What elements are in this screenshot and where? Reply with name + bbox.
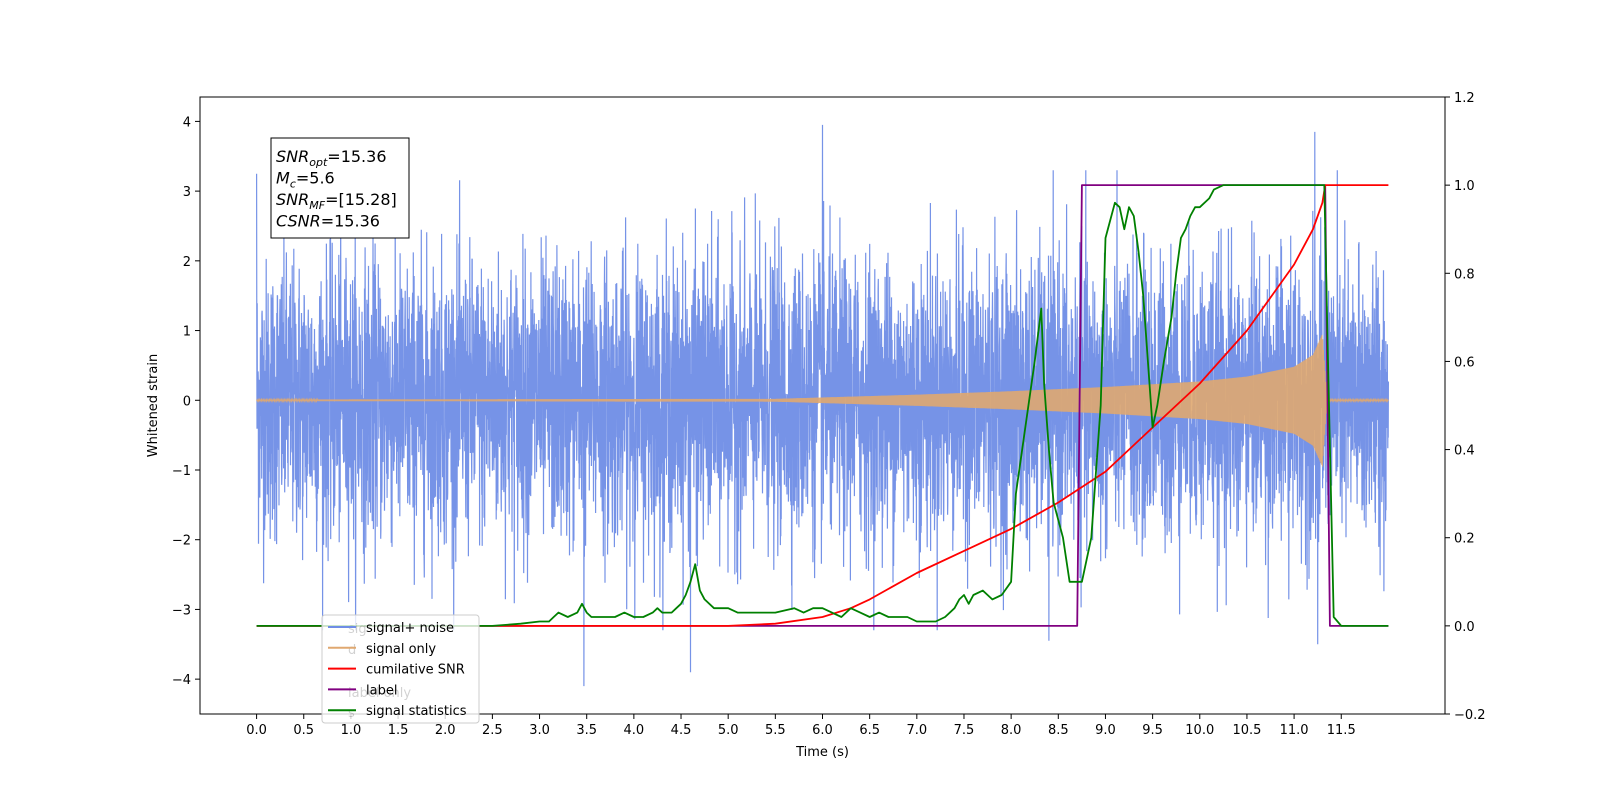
x-tick-label: 4.0 — [624, 723, 645, 738]
legend-box — [321, 614, 480, 724]
x-tick-label: 10.0 — [1185, 723, 1214, 738]
annotation-line: SNRMF=[15.28] — [276, 190, 397, 212]
x-tick-label: 8.5 — [1048, 723, 1069, 738]
x-tick-label: 11.5 — [1327, 723, 1356, 738]
x-tick-label: 7.5 — [954, 723, 975, 738]
legend-entry: cumilative SNR — [366, 663, 465, 678]
legend-entry: signal+ noise — [366, 621, 454, 636]
x-tick-label: 7.0 — [906, 723, 927, 738]
cumilative-snr-line — [256, 184, 1389, 627]
y2-tick-label: 1.2 — [1454, 91, 1475, 106]
x-tick-label: 0.0 — [246, 723, 267, 738]
label-line — [256, 184, 1389, 627]
legend-entry: label — [366, 683, 397, 698]
y2-tick-label: 0.0 — [1454, 620, 1475, 635]
metrics-annotation-box: SNRopt=15.36Mc=5.6SNRMF=[15.28]CSNR=15.3… — [270, 137, 410, 239]
x-tick-label: 3.5 — [576, 723, 597, 738]
x-tick-label: 8.0 — [1001, 723, 1022, 738]
x-tick-label: 9.5 — [1142, 723, 1163, 738]
y-tick-label: −4 — [172, 673, 191, 688]
signal-statistics-line — [256, 184, 1389, 627]
x-tick-label: 4.5 — [671, 723, 692, 738]
annotation-line: SNRopt=15.36 — [276, 147, 387, 169]
y-tick-label: −1 — [172, 464, 191, 479]
y-tick-label: 3 — [183, 185, 191, 200]
legend-obscured-text: d — [348, 643, 356, 658]
x-tick-label: 5.5 — [765, 723, 786, 738]
y2-axis-ticks: −0.2 0.0 0.2 0.4 0.6 0.8 1.0 1.2 — [1445, 91, 1486, 723]
x-tick-label: 6.0 — [812, 723, 833, 738]
legend-obscured-text: label only — [348, 686, 411, 701]
signal-noise-series — [256, 124, 1389, 687]
x-tick-label: 3.0 — [529, 723, 550, 738]
x-tick-label: 9.0 — [1095, 723, 1116, 738]
x-tick-label: 11.0 — [1280, 723, 1309, 738]
y-axis-label: Whitened strain — [146, 354, 161, 457]
x-tick-label: 1.5 — [388, 723, 409, 738]
legend-entry: signal statistics — [366, 704, 467, 719]
legend-entry: signal only — [366, 642, 436, 657]
x-tick-label: 6.5 — [859, 723, 880, 738]
annotation-line: CSNR=15.36 — [276, 212, 380, 231]
signal-only-line — [256, 334, 1389, 467]
y2-tick-label: 0.4 — [1454, 444, 1475, 459]
x-tick-label: 2.0 — [435, 723, 456, 738]
x-tick-label: 0.5 — [293, 723, 314, 738]
x-axis-ticks: 0.0 0.5 1.0 1.5 2.0 2.5 3.0 3.5 4.0 4.5 5.0 5.5 6.0 6… — [246, 714, 1356, 738]
legend-obscured-text: s — [348, 706, 355, 721]
x-tick-label: 10.5 — [1232, 723, 1261, 738]
y-tick-label: 1 — [183, 325, 191, 340]
y-tick-label: 2 — [183, 255, 191, 270]
y2-tick-label: 1.0 — [1454, 179, 1475, 194]
x-tick-label: 5.0 — [718, 723, 739, 738]
x-tick-label: 1.0 — [341, 723, 362, 738]
y-axis-ticks: −4 −3 −2 −1 0 1 2 3 4 — [172, 115, 200, 688]
y-tick-label: 0 — [183, 394, 191, 409]
right-axis-series — [256, 184, 1389, 627]
y2-tick-label: 0.8 — [1454, 267, 1475, 282]
signal-noise-line — [256, 124, 1389, 687]
signal-only-series — [256, 334, 1389, 467]
annotation-box — [270, 137, 410, 239]
y2-tick-label: 0.6 — [1454, 355, 1475, 370]
x-tick-label: 2.5 — [482, 723, 503, 738]
y-tick-label: −3 — [172, 603, 191, 618]
y2-tick-label: −0.2 — [1454, 708, 1486, 723]
legend-obscured-text: sig — [348, 622, 367, 637]
x-axis-label: Time (s) — [795, 745, 849, 760]
legend: sig d label only s signal+ noise signal only c… — [321, 614, 480, 724]
y-tick-label: 4 — [183, 115, 191, 130]
y2-tick-label: 0.2 — [1454, 532, 1475, 547]
annotation-line: Mc=5.6 — [276, 169, 335, 191]
y-tick-label: −2 — [172, 534, 191, 549]
